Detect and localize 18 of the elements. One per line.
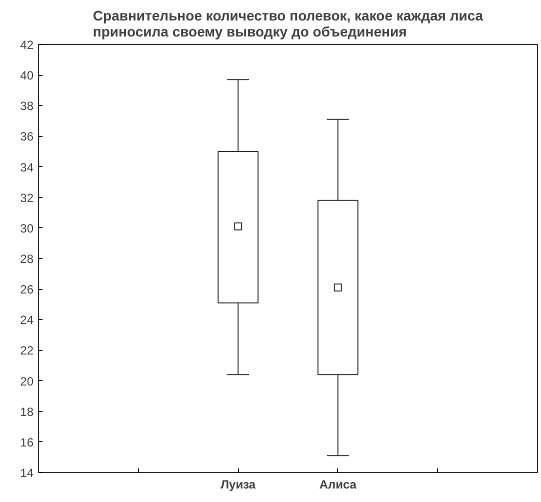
y-tick-label: 28: [20, 252, 34, 266]
x-tick-label: Алиса: [319, 478, 357, 492]
y-tick-label: 16: [20, 435, 34, 450]
y-tick-label: 34: [20, 160, 34, 174]
y-tick-label: 20: [20, 374, 34, 388]
chart-title: Сравнительное количество полевок, какое каждая лиса приносила своему выводку до объединения: [92, 8, 484, 40]
y-tick-label: 22: [20, 344, 34, 358]
x-tick-label: Луиза: [220, 478, 256, 492]
y-tick-label: 36: [20, 130, 34, 144]
y-tick-label: 24: [20, 313, 34, 328]
y-tick-label: 38: [20, 99, 34, 114]
y-tick-label: 40: [20, 68, 34, 83]
y-tick-label: 32: [20, 190, 34, 205]
y-tick-label: 14: [20, 466, 34, 480]
y-tick-label: 30: [20, 221, 34, 236]
y-tick-label: 42: [20, 38, 34, 52]
y-tick-label: 18: [20, 404, 34, 419]
y-tick-label: 26: [20, 282, 34, 297]
